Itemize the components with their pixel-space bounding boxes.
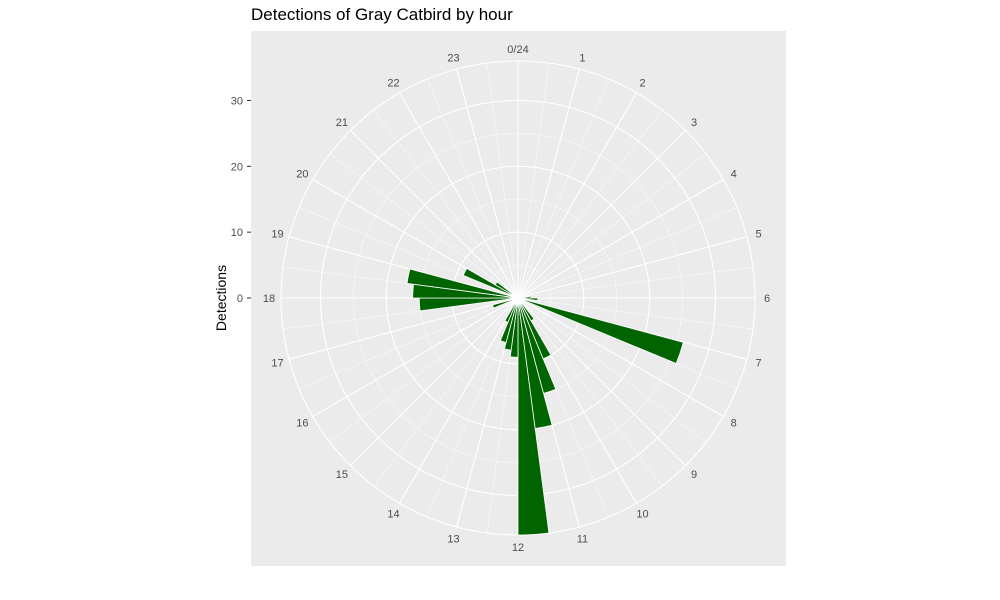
hour-tick-label: 10 <box>636 509 648 521</box>
hour-labels-layer: 0/24123456789101112131415161718192021222… <box>263 44 770 554</box>
hour-tick-label: 11 <box>577 534 588 546</box>
y-tick-label: 10 <box>231 227 243 239</box>
hour-tick-label: 17 <box>271 357 283 369</box>
y-tick-label: 30 <box>231 96 243 108</box>
bar-wedge <box>517 297 684 365</box>
hour-tick-label: 8 <box>731 418 737 430</box>
hour-tick-label: 4 <box>731 169 737 181</box>
bar-wedge <box>504 297 519 323</box>
hour-tick-label: 5 <box>755 229 761 241</box>
hour-tick-label: 20 <box>296 169 308 181</box>
bars-layer <box>406 267 684 536</box>
hour-tick-label: 15 <box>336 469 348 481</box>
bar-wedge <box>406 268 519 299</box>
bar-wedge <box>517 295 532 299</box>
hour-tick-label: 6 <box>764 293 770 305</box>
y-axis-label: Detections <box>213 265 229 331</box>
hour-tick-label: 7 <box>755 357 761 369</box>
y-axis-layer: 0 10 20 30 <box>231 96 251 305</box>
bar-wedge <box>492 297 519 309</box>
hour-tick-label: 14 <box>387 509 399 521</box>
hour-tick-label: 13 <box>447 534 459 546</box>
hour-tick-label: 22 <box>387 77 399 89</box>
bar-wedge <box>494 281 519 299</box>
bar-wedge <box>462 267 519 299</box>
hour-tick-label: 16 <box>296 418 308 430</box>
hour-tick-label: 0/24 <box>507 44 528 56</box>
hour-tick-label: 23 <box>447 52 459 64</box>
hour-tick-label: 12 <box>512 542 524 554</box>
bar-wedge <box>517 297 535 322</box>
bar-wedge <box>517 297 539 302</box>
y-tick-label: 20 <box>231 161 243 173</box>
hour-tick-label: 19 <box>271 229 283 241</box>
hour-tick-label: 21 <box>336 117 348 129</box>
hour-tick-label: 9 <box>691 469 697 481</box>
hour-tick-label: 3 <box>691 117 697 129</box>
hour-tick-label: 18 <box>263 293 275 305</box>
hour-tick-label: 1 <box>579 52 585 64</box>
hour-tick-label: 2 <box>639 77 645 89</box>
y-tick-label: 0 <box>237 293 243 305</box>
bar-wedge <box>517 297 552 360</box>
chart-title: Detections of Gray Catbird by hour <box>251 5 513 24</box>
